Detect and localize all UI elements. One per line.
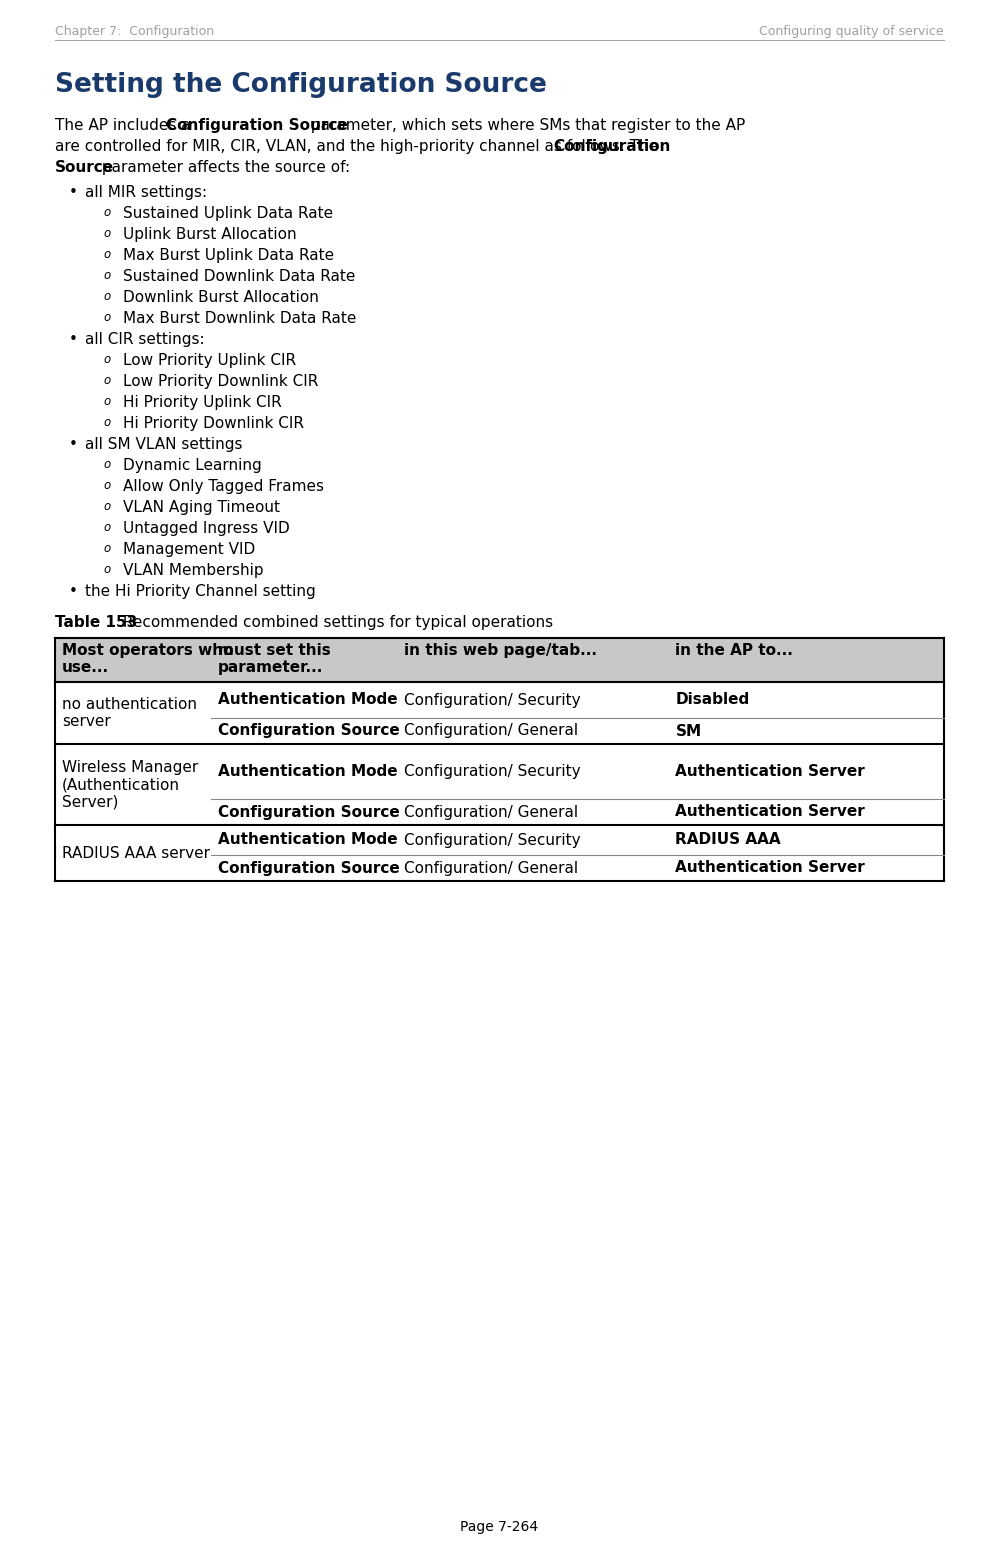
Text: o: o: [103, 269, 110, 281]
Text: Uplink Burst Allocation: Uplink Burst Allocation: [123, 227, 297, 243]
Text: Authentication Mode: Authentication Mode: [218, 692, 398, 708]
Text: Max Burst Uplink Data Rate: Max Burst Uplink Data Rate: [123, 247, 334, 263]
Text: must set this
parameter...: must set this parameter...: [218, 644, 331, 675]
Text: Configuration Source: Configuration Source: [218, 860, 400, 875]
Text: o: o: [103, 459, 110, 471]
Text: all CIR settings:: all CIR settings:: [85, 333, 205, 347]
Text: o: o: [103, 395, 110, 407]
Text: parameter, which sets where SMs that register to the AP: parameter, which sets where SMs that reg…: [306, 118, 745, 134]
Text: Most operators who
use...: Most operators who use...: [62, 644, 234, 675]
Bar: [55, 638, 944, 683]
Text: RADIUS AAA server: RADIUS AAA server: [62, 846, 210, 860]
Text: Chapter 7:  Configuration: Chapter 7: Configuration: [55, 25, 214, 37]
Text: Authentication Mode: Authentication Mode: [218, 832, 398, 847]
Text: Configuration Source: Configuration Source: [166, 118, 348, 134]
Text: o: o: [103, 227, 110, 239]
Text: all SM VLAN settings: all SM VLAN settings: [85, 437, 243, 453]
Text: Hi Priority Downlink CIR: Hi Priority Downlink CIR: [123, 417, 304, 431]
Text: Hi Priority Uplink CIR: Hi Priority Uplink CIR: [123, 395, 282, 411]
Text: o: o: [103, 543, 110, 555]
Text: o: o: [103, 501, 110, 513]
Text: Configuration Source: Configuration Source: [218, 804, 400, 819]
Text: o: o: [103, 417, 110, 429]
Text: Source: Source: [55, 160, 114, 176]
Text: The AP includes a: The AP includes a: [55, 118, 196, 134]
Text: Disabled: Disabled: [675, 692, 749, 708]
Text: Setting the Configuration Source: Setting the Configuration Source: [55, 72, 546, 98]
Text: Page 7-264: Page 7-264: [461, 1519, 538, 1533]
Text: Recommended combined settings for typical operations: Recommended combined settings for typica…: [118, 614, 553, 630]
Text: in the AP to...: in the AP to...: [675, 644, 793, 658]
Text: Table 153: Table 153: [55, 614, 137, 630]
Text: Configuration/ Security: Configuration/ Security: [405, 832, 580, 847]
Text: Untagged Ingress VID: Untagged Ingress VID: [123, 521, 290, 536]
Text: no authentication
server: no authentication server: [62, 697, 197, 729]
Text: Authentication Mode: Authentication Mode: [218, 764, 398, 779]
Text: Wireless Manager
(Authentication
Server): Wireless Manager (Authentication Server): [62, 759, 198, 810]
Text: all MIR settings:: all MIR settings:: [85, 185, 207, 201]
Text: are controlled for MIR, CIR, VLAN, and the high-priority channel as follows. The: are controlled for MIR, CIR, VLAN, and t…: [55, 138, 663, 154]
Text: Configuration/ General: Configuration/ General: [405, 804, 578, 819]
Text: VLAN Aging Timeout: VLAN Aging Timeout: [123, 501, 280, 515]
Text: Authentication Server: Authentication Server: [675, 764, 865, 779]
Text: Allow Only Tagged Frames: Allow Only Tagged Frames: [123, 479, 324, 494]
Text: parameter affects the source of:: parameter affects the source of:: [97, 160, 350, 176]
Text: RADIUS AAA: RADIUS AAA: [675, 832, 781, 847]
Text: Sustained Downlink Data Rate: Sustained Downlink Data Rate: [123, 269, 356, 285]
Text: Configuration/ Security: Configuration/ Security: [405, 764, 580, 779]
Text: the Hi Priority Channel setting: the Hi Priority Channel setting: [85, 585, 316, 599]
Text: o: o: [103, 289, 110, 303]
Text: o: o: [103, 205, 110, 219]
Text: Authentication Server: Authentication Server: [675, 804, 865, 819]
Text: Configuring quality of service: Configuring quality of service: [759, 25, 944, 37]
Text: o: o: [103, 247, 110, 261]
Text: Low Priority Uplink CIR: Low Priority Uplink CIR: [123, 353, 296, 369]
Text: o: o: [103, 479, 110, 491]
Text: •: •: [69, 333, 78, 347]
Text: Configuration/ General: Configuration/ General: [405, 860, 578, 875]
Text: Configuration Source: Configuration Source: [218, 723, 400, 739]
Text: o: o: [103, 375, 110, 387]
Text: •: •: [69, 185, 78, 201]
Text: Configuration: Configuration: [553, 138, 670, 154]
Text: SM: SM: [675, 723, 701, 739]
Text: Management VID: Management VID: [123, 543, 256, 557]
Text: Downlink Burst Allocation: Downlink Burst Allocation: [123, 289, 319, 305]
Text: Authentication Server: Authentication Server: [675, 860, 865, 875]
Text: Max Burst Downlink Data Rate: Max Burst Downlink Data Rate: [123, 311, 357, 327]
Text: Sustained Uplink Data Rate: Sustained Uplink Data Rate: [123, 205, 333, 221]
Text: o: o: [103, 563, 110, 575]
Text: o: o: [103, 521, 110, 533]
Text: Configuration/ Security: Configuration/ Security: [405, 692, 580, 708]
Text: •: •: [69, 585, 78, 599]
Text: VLAN Membership: VLAN Membership: [123, 563, 264, 578]
Text: Configuration/ General: Configuration/ General: [405, 723, 578, 739]
Text: •: •: [69, 437, 78, 453]
Text: in this web page/tab...: in this web page/tab...: [405, 644, 597, 658]
Text: Dynamic Learning: Dynamic Learning: [123, 459, 262, 473]
Text: o: o: [103, 311, 110, 323]
Text: Low Priority Downlink CIR: Low Priority Downlink CIR: [123, 375, 319, 389]
Text: o: o: [103, 353, 110, 365]
